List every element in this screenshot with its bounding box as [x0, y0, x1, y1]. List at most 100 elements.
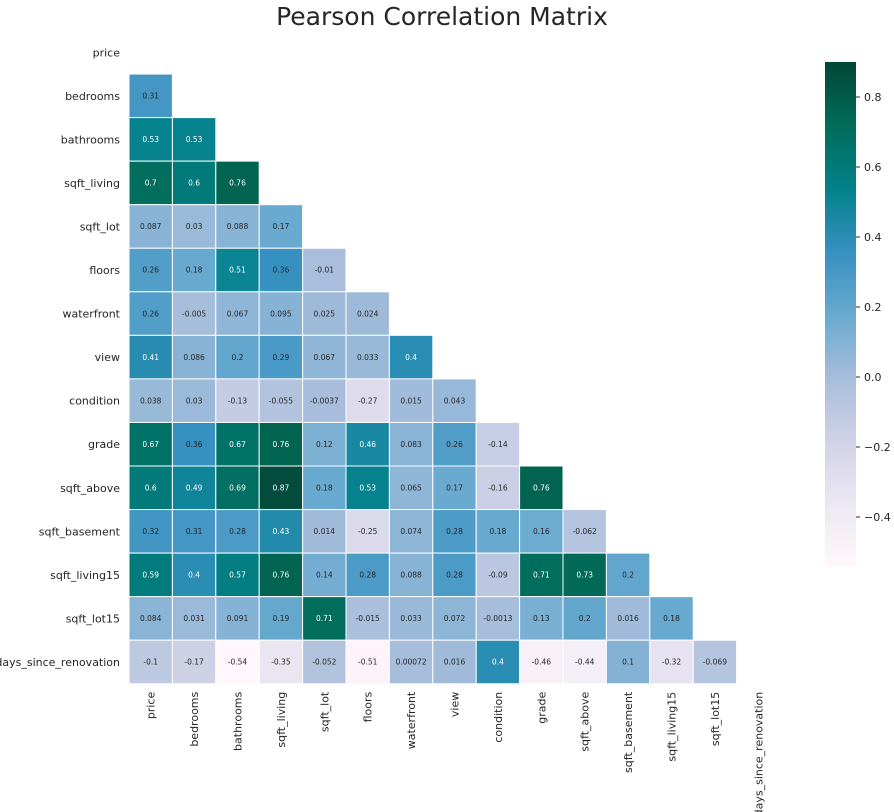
cell-value-label: 0.28 — [359, 571, 376, 580]
cell-value-label: 0.31 — [186, 527, 203, 536]
heatmap-cell — [128, 291, 173, 336]
cell-value-label: 0.025 — [314, 309, 336, 318]
row-label: days_since_renovation — [0, 656, 120, 669]
column-label: view — [449, 692, 462, 717]
column-label: days_since_renovation — [752, 692, 765, 812]
column-label: sqft_lot — [318, 691, 331, 732]
row-label: price — [93, 46, 121, 59]
colorbar-tick-label: −0.2 — [864, 441, 891, 454]
heatmap-cell — [302, 291, 347, 336]
column-label: sqft_lot15 — [709, 692, 722, 746]
heatmap-cell — [128, 596, 173, 641]
cell-value-label: -0.46 — [532, 658, 552, 667]
column-label: price — [145, 692, 158, 720]
heatmap-cell — [171, 465, 217, 511]
cell-value-label: 0.088 — [400, 571, 422, 580]
cell-value-label: 0.03 — [186, 222, 203, 231]
heatmap-cell — [345, 334, 390, 380]
heatmap-cell — [128, 639, 173, 685]
colorbar-tick-label: 0.0 — [864, 371, 882, 384]
cell-value-label: 0.46 — [359, 440, 376, 449]
heatmap-cell — [432, 552, 477, 598]
cell-value-label: 0.19 — [273, 614, 290, 623]
row-label: sqft_lot15 — [66, 612, 120, 625]
column-label: floors — [362, 691, 375, 722]
cell-value-label: 0.6 — [145, 483, 157, 492]
cell-value-label: 0.4 — [492, 658, 504, 667]
cell-value-label: -0.09 — [488, 571, 508, 580]
cell-value-label: 0.71 — [316, 614, 333, 623]
row-label: bedrooms — [65, 90, 120, 103]
cell-value-label: 0.18 — [316, 483, 333, 492]
cell-value-label: -0.055 — [269, 396, 293, 405]
cell-value-label: 0.086 — [183, 353, 205, 362]
cell-value-label: -0.01 — [315, 266, 335, 275]
column-label: grade — [535, 692, 548, 724]
heatmap-cell — [215, 160, 260, 206]
heatmap-cell — [128, 117, 173, 162]
cell-value-label: 0.31 — [142, 92, 159, 101]
heatmap-cell — [475, 509, 521, 554]
heatmap-cell — [302, 465, 347, 511]
row-label: sqft_lot — [80, 220, 121, 233]
heatmap-cell — [171, 552, 217, 598]
heatmap-cell — [215, 421, 260, 467]
row-label: condition — [69, 395, 120, 408]
cell-value-label: 0.087 — [140, 222, 162, 231]
cell-value-label: 0.03 — [186, 396, 203, 405]
cell-value-label: 0.016 — [617, 614, 639, 623]
heatmap-cell — [258, 596, 304, 641]
colorbar-gradient — [825, 62, 856, 566]
heatmap-cell — [215, 465, 260, 511]
column-label: sqft_living — [275, 692, 288, 748]
heatmap-cell — [649, 639, 694, 685]
cell-value-label: -0.51 — [358, 658, 378, 667]
heatmap-cell — [692, 639, 738, 685]
heatmap-cell — [215, 291, 260, 336]
cell-value-label: -0.54 — [228, 658, 248, 667]
heatmap-cell — [519, 596, 564, 641]
colorbar-tick-label: 0.6 — [864, 161, 882, 174]
cell-value-label: 0.065 — [400, 483, 422, 492]
cell-value-label: 0.18 — [663, 614, 680, 623]
row-label: floors — [89, 264, 120, 277]
colorbar-tick-label: 0.2 — [864, 301, 882, 314]
chart-title: Pearson Correlation Matrix — [276, 2, 608, 31]
cell-value-label: 0.043 — [444, 396, 466, 405]
row-label: sqft_basement — [39, 525, 121, 538]
cell-value-label: -0.1 — [143, 658, 158, 667]
cell-value-label: 0.084 — [140, 614, 162, 623]
cell-value-label: 0.28 — [446, 571, 463, 580]
heatmap-cell — [258, 204, 304, 249]
cell-value-label: 0.53 — [186, 135, 203, 144]
column-labels: price bedrooms bathrooms sqft_living sqft_lo… — [145, 691, 766, 812]
cell-value-label: 0.024 — [357, 309, 379, 318]
cell-value-label: 0.69 — [229, 483, 246, 492]
heatmap-cell — [345, 509, 390, 554]
row-labels: price bedrooms bathrooms sqft_living sqft_lo… — [0, 46, 121, 669]
heatmap-cell — [345, 552, 390, 598]
cell-value-label: -0.0037 — [310, 396, 339, 405]
row-label: grade — [88, 438, 120, 451]
heatmap-cell — [215, 552, 260, 598]
heatmap-cell — [345, 291, 390, 336]
cell-value-label: 0.76 — [273, 440, 290, 449]
heatmap-cell — [128, 465, 173, 511]
heatmap-cell — [258, 291, 304, 336]
cell-value-label: 0.067 — [227, 309, 249, 318]
heatmap-cell — [128, 552, 173, 598]
cell-value-label: 0.36 — [273, 266, 290, 275]
column-label: bedrooms — [188, 691, 201, 746]
cell-value-label: 0.031 — [183, 614, 205, 623]
column-label: waterfront — [405, 691, 418, 749]
column-label: condition — [492, 692, 505, 743]
cell-value-label: 0.76 — [229, 179, 246, 188]
heatmap-cell — [519, 552, 564, 598]
row-label: waterfront — [62, 308, 120, 321]
row-label: bathrooms — [61, 133, 120, 146]
heatmap-cell — [432, 378, 477, 423]
column-label: sqft_living15 — [666, 692, 679, 762]
heatmap-cell — [519, 465, 564, 511]
cell-value-label: 0.00072 — [396, 658, 427, 667]
heatmap-cell — [258, 421, 304, 467]
